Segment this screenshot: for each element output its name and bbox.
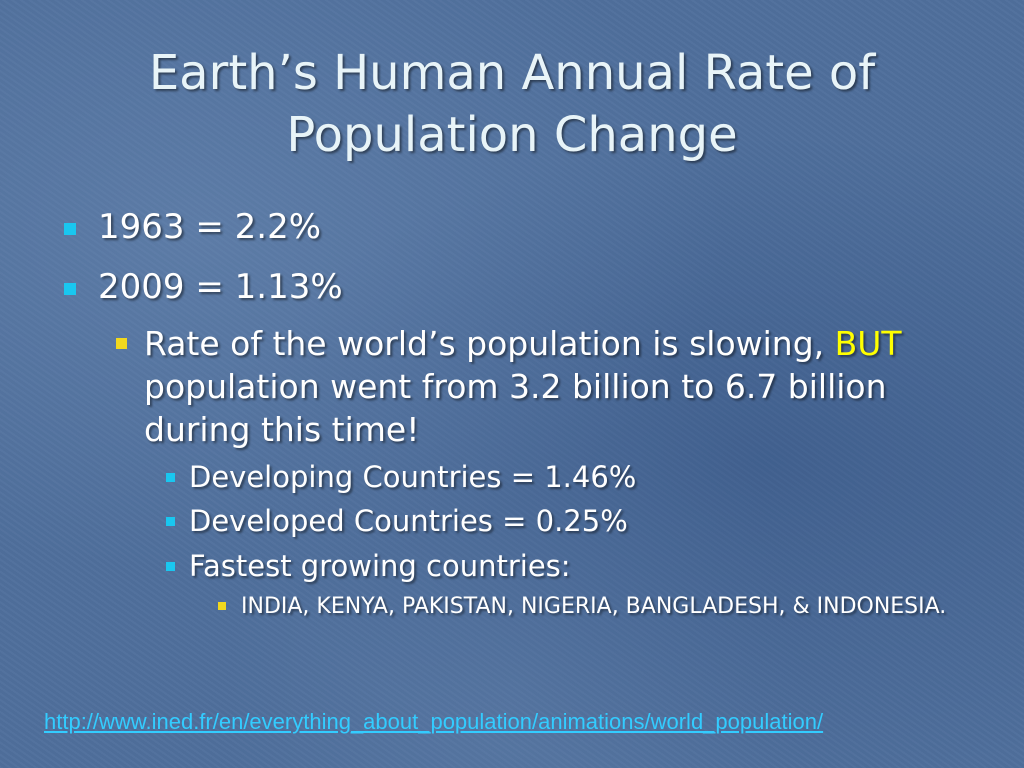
square-bullet-icon — [166, 473, 175, 482]
sub-sub-bullet-text: Fastest growing countries: — [189, 549, 571, 583]
countries-bullet: INDIA, KENYA, PAKISTAN, NIGERIA, BANGLAD… — [218, 592, 958, 622]
sub-bullet-text-after: population went from 3.2 billion to 6.7 … — [144, 367, 887, 449]
sub-sub-bullet-fastest: Fastest growing countries: — [166, 548, 966, 584]
bullet-2009: 2009 = 1.13% — [64, 266, 343, 308]
countries-text: INDIA, KENYA, PAKISTAN, NIGERIA, BANGLAD… — [241, 594, 947, 619]
slide-title-line-1: Earth’s Human Annual Rate of — [148, 45, 876, 101]
sub-sub-bullet-text: Developed Countries = 0.25% — [189, 504, 628, 538]
square-bullet-icon — [116, 338, 127, 349]
but-highlight: BUT — [834, 324, 902, 363]
bullet-text: 1963 = 2.2% — [98, 207, 322, 247]
source-link[interactable]: http://www.ined.fr/en/everything_about_p… — [44, 709, 824, 734]
square-bullet-icon — [218, 602, 226, 610]
bullet-text: 2009 = 1.13% — [98, 267, 343, 307]
bullet-1963: 1963 = 2.2% — [64, 206, 321, 248]
slide-title: Earth’s Human Annual Rate of Population … — [60, 42, 964, 166]
square-bullet-icon — [166, 517, 175, 526]
sub-bullet-population-slowing: Rate of the world’s population is slowin… — [116, 322, 966, 451]
sub-sub-bullet-developing: Developing Countries = 1.46% — [166, 459, 966, 495]
slide-title-line-2: Population Change — [286, 107, 738, 163]
sub-bullet-text-before: Rate of the world’s population is slowin… — [144, 324, 835, 363]
sub-sub-bullet-developed: Developed Countries = 0.25% — [166, 503, 966, 539]
sub-bullet-text: Rate of the world’s population is slowin… — [144, 322, 966, 451]
square-bullet-icon — [166, 562, 175, 571]
square-bullet-icon — [64, 223, 76, 235]
sub-sub-bullet-text: Developing Countries = 1.46% — [189, 460, 637, 494]
square-bullet-icon — [64, 283, 76, 295]
